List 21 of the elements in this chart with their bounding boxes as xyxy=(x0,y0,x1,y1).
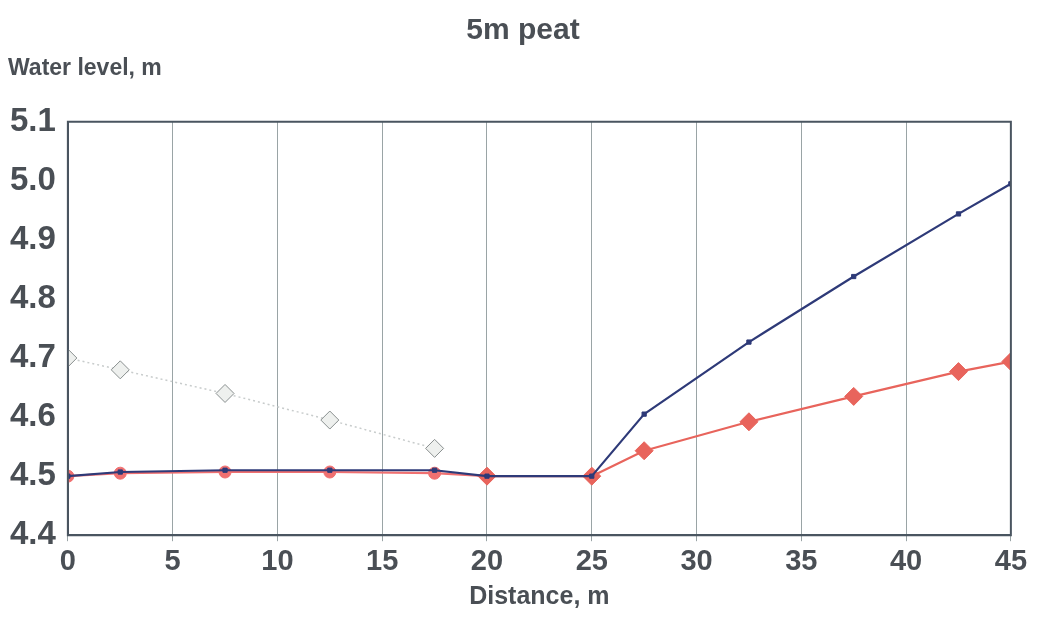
y-tick-label: 4.6 xyxy=(10,396,56,434)
y-tick-label: 4.4 xyxy=(10,514,57,552)
x-tick-label: 35 xyxy=(785,543,818,576)
chart-title: 5m peat xyxy=(465,12,581,46)
x-tick-label: 0 xyxy=(59,543,76,576)
y-tick-label: 4.7 xyxy=(10,337,56,375)
x-tick-label: 30 xyxy=(680,543,713,576)
y-tick-label: 4.8 xyxy=(10,278,56,316)
y-axis-title: Water level, m xyxy=(8,54,162,81)
x-tick-label: 10 xyxy=(261,543,294,576)
y-tick-label: 4.5 xyxy=(10,455,56,493)
x-tick-label: 20 xyxy=(470,543,504,576)
y-tick-label: 5.0 xyxy=(10,159,56,197)
x-tick-label: 45 xyxy=(994,543,1027,576)
x-axis-title: Distance, m xyxy=(469,580,610,609)
x-tick-label: 25 xyxy=(575,543,608,576)
x-tick-label: 15 xyxy=(366,543,399,576)
y-tick-label: 5.1 xyxy=(10,100,56,138)
x-tick-label: 40 xyxy=(889,543,923,576)
x-tick-label: 5 xyxy=(164,543,181,576)
y-tick-label: 4.9 xyxy=(10,219,56,257)
